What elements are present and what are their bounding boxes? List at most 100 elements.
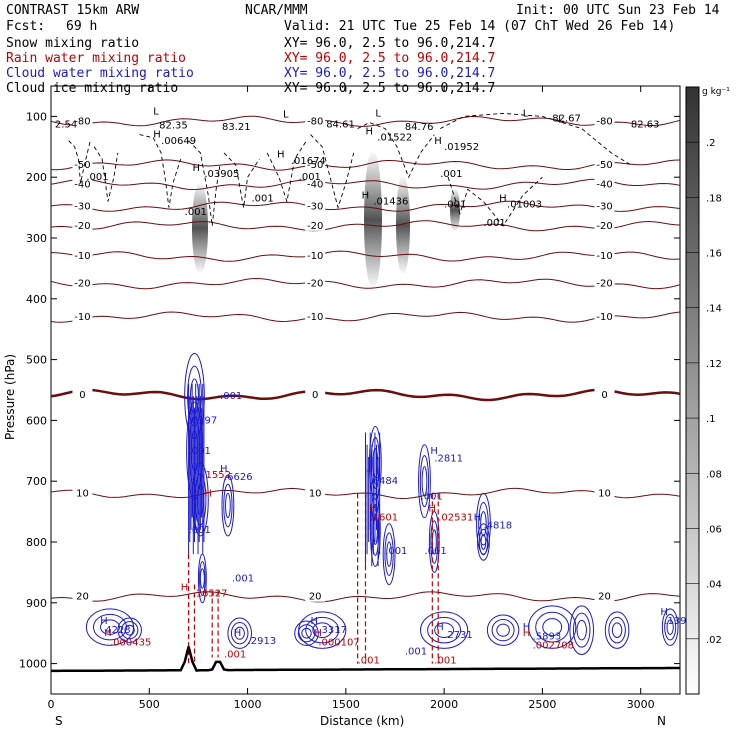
colorbar-tick-label: .06 — [706, 524, 722, 535]
colorbar-tick-label: .14 — [706, 304, 722, 315]
y-tick-label: 800 — [26, 536, 47, 549]
x-tick-label: 0 — [48, 698, 55, 711]
isotherm-label: -10 — [307, 312, 323, 323]
contour-annotation: 82.35 — [159, 121, 188, 132]
isotherm-line — [50, 220, 681, 232]
cloud-water-contour — [528, 605, 577, 649]
isotherm-label: 10 — [598, 488, 611, 499]
colorbar-tick-label: .2 — [706, 138, 716, 149]
isotherm-label: 10 — [76, 488, 89, 499]
contour-annotation: 84.61 — [326, 119, 355, 130]
y-tick-label: 1000 — [19, 658, 47, 671]
isotherm-label-bg — [72, 199, 93, 212]
contour-annotation: .4818 — [483, 521, 512, 532]
contour-annotation: L — [283, 110, 289, 121]
contour-annotation: .000435 — [110, 637, 151, 648]
contour-annotation: .6626 — [224, 472, 253, 483]
cloud-water-contour — [478, 528, 489, 556]
cloud-water-contour — [480, 534, 487, 550]
isotherm-line — [50, 277, 681, 290]
isotherm-label: 20 — [598, 592, 611, 603]
isotherm-label: -20 — [596, 221, 612, 232]
contour-annotation: .001 — [299, 172, 321, 183]
contour-annotation: .001 — [189, 446, 211, 457]
isotherm-label: -20 — [74, 221, 90, 232]
y-tick-label: 200 — [26, 171, 47, 184]
isotherm-label-bg — [594, 276, 615, 289]
cloud-ice-contour — [266, 140, 307, 202]
contour-annotation: .001 — [434, 656, 456, 667]
x-tick-label: 500 — [139, 698, 160, 711]
contour-annotation: .139 — [664, 616, 686, 627]
cloud-ice-contour — [447, 176, 543, 227]
contour-annotation: H — [366, 127, 374, 138]
contour-annotation: H — [523, 622, 531, 633]
cloud-water-contour — [297, 624, 316, 643]
contour-annotation: H — [220, 464, 228, 475]
valid-label: Valid: 21 UTC Tue 25 Feb 14 (07 ChT Wed … — [284, 19, 675, 34]
contour-annotation: .02531 — [438, 513, 473, 524]
isotherm-label-bg — [305, 249, 326, 262]
contour-annotation: L — [523, 108, 529, 119]
y-tick-label: 300 — [26, 232, 47, 245]
cloud-water-contour — [496, 623, 510, 637]
cloud-water-contour — [384, 532, 394, 576]
cloud-water-contour — [608, 616, 626, 644]
cloud-water-contour — [230, 622, 249, 645]
cloud-ice-contour — [439, 112, 632, 166]
isotherm-line — [50, 115, 681, 127]
contour-annotation: .03905 — [204, 169, 239, 180]
contour-annotation: H — [189, 406, 197, 417]
contour-annotation: H — [499, 194, 507, 205]
isotherm-label: -40 — [596, 179, 612, 190]
y-tick-label: 700 — [26, 475, 47, 488]
cloud-water-contour — [294, 620, 319, 646]
cloud-ice-contour — [68, 140, 91, 184]
cloud-water-contour — [477, 523, 490, 561]
contour-annotation: .000107 — [318, 637, 359, 648]
field-xy-cloudwater: XY= 96.0, 2.5 to 96.0,214.7 — [284, 66, 495, 81]
contour-annotation: .001 — [385, 546, 407, 557]
field-name-rain: Rain water mixing ratio — [6, 51, 186, 66]
isotherm-label-bg — [594, 199, 615, 212]
center-label: NCAR/MMM — [245, 3, 308, 18]
contour-annotation: 2.54 — [55, 119, 77, 130]
cloud-water-contour — [486, 614, 520, 646]
cloud-water-contour — [199, 568, 205, 589]
contour-annotation: H — [369, 504, 377, 515]
contour-annotation: .2913 — [248, 636, 277, 647]
x-tick-label: 1000 — [234, 698, 262, 711]
isotherm-label-bg — [594, 486, 615, 499]
contour-annotation: H — [523, 628, 531, 639]
contour-annotation: .6197 — [189, 415, 218, 426]
cloud-ice-contour — [357, 122, 435, 179]
colorbar-ticks: .2 .18 .16 .14 .12 .1 .08 .06 .04 .02 — [686, 138, 722, 646]
contour-annotation: H — [100, 616, 108, 627]
field-xy-cloudice: XY= 96.0, 2.5 to 96.0,214.7 — [284, 81, 495, 96]
contour-annotation: H — [153, 130, 161, 141]
isotherm-label-bg — [72, 158, 93, 171]
isotherm-label: 20 — [76, 592, 89, 603]
isotherm-label-bg — [305, 310, 326, 323]
isotherm-label: -80 — [74, 116, 90, 127]
isotherm-label: -20 — [307, 279, 323, 290]
contour-annotation: .01952 — [444, 142, 479, 153]
isotherm-label: -30 — [307, 201, 323, 212]
cloud-water-contour — [576, 619, 587, 641]
contour-annotation: .01522 — [377, 133, 412, 144]
contour-annotation: .16527 — [193, 589, 228, 600]
x-tick-label: 1500 — [332, 698, 360, 711]
contour-annotation: H — [204, 488, 212, 499]
contour-annotation: H — [660, 607, 668, 618]
cloud-water-contour — [418, 444, 431, 519]
contour-annotation: H — [434, 136, 442, 147]
x-tick-label: 3000 — [627, 698, 655, 711]
isotherm-line — [50, 311, 681, 323]
isotherm-label-bg — [594, 114, 615, 127]
cloud-water-contour — [572, 612, 591, 648]
x-end-label-north: N — [657, 714, 666, 728]
isotherm-label: -10 — [307, 251, 323, 262]
colorbar-tick-label: .16 — [706, 249, 722, 260]
contour-annotation: .6484 — [369, 476, 398, 487]
cloud-ice-contour — [93, 146, 119, 202]
